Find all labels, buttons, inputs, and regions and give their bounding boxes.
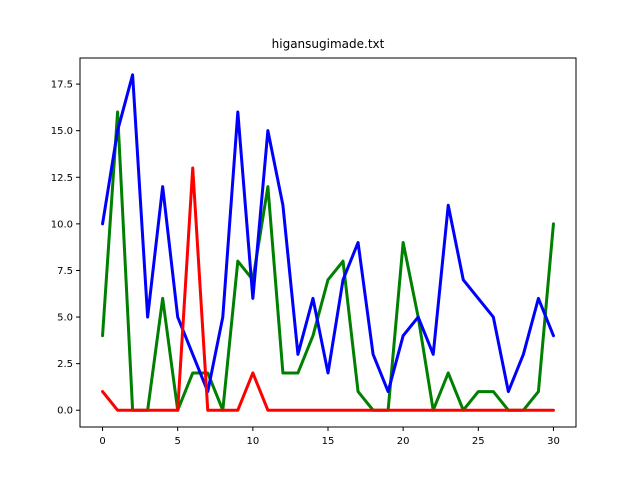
x-tick-label: 15	[322, 436, 335, 447]
y-tick-label: 15.0	[51, 126, 73, 137]
y-tick-label: 2.5	[57, 359, 73, 370]
y-axis: 0.0 2.5 5.0 7.5 10.0 12.5 15.0 17.5	[51, 80, 80, 417]
series-line-2	[101, 166, 555, 412]
series-line-1	[101, 73, 555, 394]
x-tick-label: 5	[175, 436, 181, 447]
y-tick-label: 0.0	[57, 406, 73, 417]
x-tick-label: 0	[99, 436, 105, 447]
y-tick-label: 10.0	[51, 219, 73, 230]
x-tick-label: 25	[472, 436, 485, 447]
x-tick-label: 20	[397, 436, 410, 447]
y-tick-label: 12.5	[51, 173, 73, 184]
x-tick-label: 30	[547, 436, 560, 447]
y-tick-label: 7.5	[57, 266, 73, 277]
chart-title: higansugimade.txt	[272, 37, 385, 51]
x-tick-label: 10	[246, 436, 259, 447]
y-tick-label: 17.5	[51, 80, 73, 91]
x-axis: 0 5 10 15 20 25 30	[99, 427, 560, 447]
y-tick-label: 5.0	[57, 313, 73, 324]
series-layer	[101, 73, 555, 412]
